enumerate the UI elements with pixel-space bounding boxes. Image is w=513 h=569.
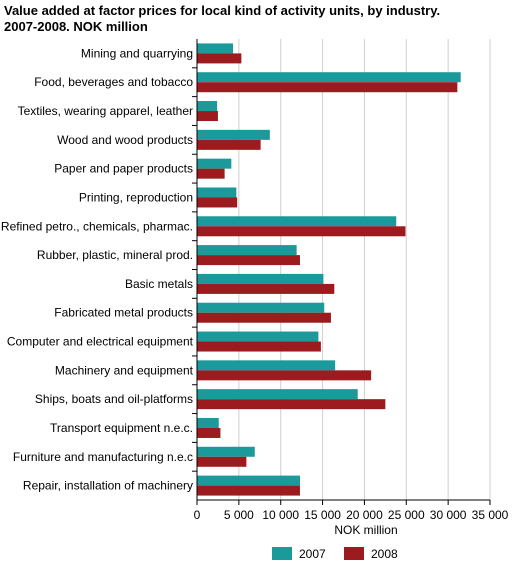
x-tick-label: 35 000 [472,508,509,522]
x-tick-label: 15 000 [304,508,341,522]
chart-title-line-1: Value added at factor prices for local k… [4,3,441,18]
legend-item-2008: 2008 [344,547,398,561]
x-tick-label: 0 [194,508,201,522]
category-label: Textiles, wearing apparel, leather [18,104,193,118]
bar-2007 [197,273,324,284]
bar-2008 [197,111,218,122]
category-label: Food, beverages and tobacco [34,75,193,89]
bar-2008 [197,283,335,294]
x-tick-label: 25 000 [388,508,425,522]
chart-title: Value added at factor prices for local k… [4,3,509,35]
bar-2008 [197,139,261,150]
bar-2007 [197,43,233,54]
legend-label: 2007 [299,547,326,561]
category-label: Ships, boats and oil-platforms [35,392,193,406]
category-label: Refined petro., chemicals, pharmac. [1,219,193,233]
bar-2007 [197,158,232,169]
bars [197,43,461,496]
category-label: Paper and paper products [54,162,193,176]
x-axis-title: NOK million [334,523,397,537]
bar-2007 [197,360,336,371]
legend: 2007 2008 [272,547,398,561]
legend-label: 2008 [371,547,398,561]
category-label: Mining and quarrying [81,46,193,60]
category-label: Furniture and manufacturing n.e.c [13,450,193,464]
legend-swatch [272,547,292,560]
category-labels: Mining and quarrying Food, beverages and … [1,46,194,492]
bar-2008 [197,341,321,352]
category-label: Transport equipment n.e.c. [50,421,193,435]
bar-2008 [197,399,386,410]
bar-2007 [197,446,255,457]
x-tick-label: 30 000 [430,508,467,522]
bar-2008 [197,82,458,93]
category-label: Fabricated metal products [54,306,193,320]
category-label: Printing, reproduction [79,190,193,204]
category-label: Machinery and equipment [55,363,194,377]
category-label: Repair, installation of machinery [23,479,193,493]
x-tick-label: 20 000 [346,508,383,522]
gridlines [238,39,491,500]
category-label: Wood and wood products [57,133,193,147]
bar-2007 [197,245,297,256]
x-tick-labels: 0 5 000 10 000 15 000 20 000 25 000 30 000 35 0… [194,508,509,522]
bar-2008 [197,197,238,208]
category-label: Computer and electrical equipment [7,335,194,349]
bar-2007 [197,302,325,313]
bar-2008 [197,226,406,237]
bar-2007 [197,216,397,227]
bar-2007 [197,187,237,198]
axes [192,39,491,505]
category-label: Basic metals [125,277,193,291]
bar-2007 [197,417,219,428]
x-tick-label: 5 000 [224,508,254,522]
bar-2007 [197,389,358,400]
x-tick-label: 10 000 [262,508,299,522]
bar-2008 [197,53,242,64]
category-label: Rubber, plastic, mineral prod. [37,248,193,262]
legend-swatch [344,547,364,560]
chart-title-line-2: 2007-2008. NOK million [4,19,148,34]
bar-2007 [197,72,461,83]
bar-2008 [197,485,300,496]
bar-2007 [197,101,218,112]
bar-2008 [197,427,221,438]
legend-item-2007: 2007 [272,547,326,561]
bar-2008 [197,168,225,179]
bar-2007 [197,475,300,486]
bar-2008 [197,370,372,381]
bar-2008 [197,312,331,323]
bar-2008 [197,255,300,266]
bar-2008 [197,456,247,467]
bar-2007 [197,331,319,342]
bar-2007 [197,129,270,140]
